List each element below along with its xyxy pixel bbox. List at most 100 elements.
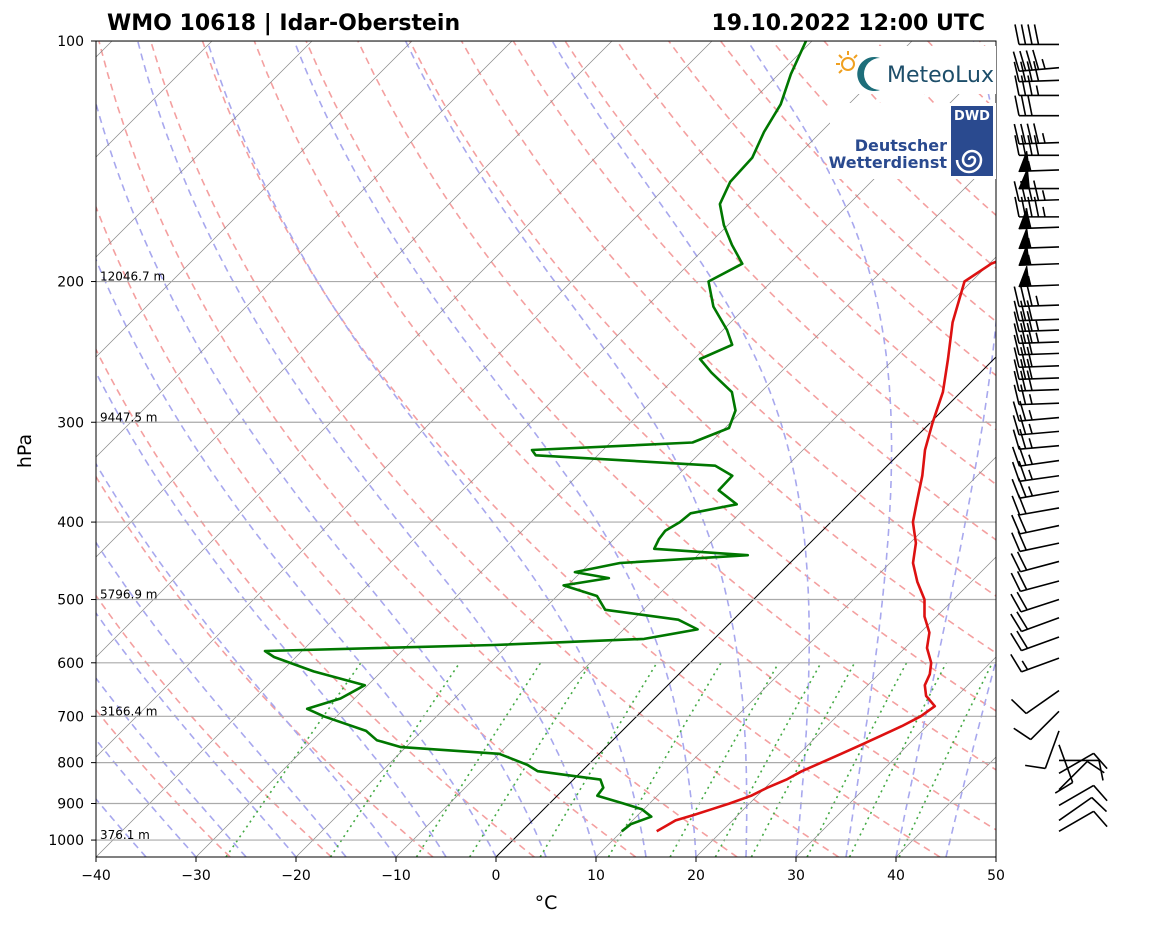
- barb-half-feather: [1035, 85, 1040, 96]
- barb-half-feather: [1041, 190, 1046, 201]
- barb-shaft: [1018, 198, 1060, 202]
- barb-shaft: [1019, 66, 1060, 72]
- barb-half-feather: [1041, 58, 1046, 70]
- height-label: 376.1 m: [100, 828, 150, 842]
- barb-shaft: [1058, 760, 1088, 791]
- barb-shaft: [1019, 507, 1060, 516]
- mixing-ratio-line: [607, 662, 722, 857]
- barb-shaft: [1021, 617, 1060, 633]
- wind-barb: [1013, 358, 1060, 381]
- dewpoint-line: [263, 41, 808, 833]
- barb-feather: [1012, 429, 1020, 450]
- barb-feather: [1033, 135, 1040, 156]
- moist-adiabat: [96, 611, 297, 857]
- isotherm: [96, 41, 413, 358]
- barb-feather: [1016, 551, 1028, 571]
- barb-feather: [1020, 334, 1027, 355]
- barb-shaft: [1018, 141, 1060, 145]
- wind-barb: [1013, 300, 1060, 322]
- barb-feather: [1033, 61, 1040, 82]
- moist-adiabat: [96, 370, 447, 857]
- barb-feather: [1014, 95, 1020, 116]
- moist-adiabat: [293, 41, 697, 857]
- barb-feather: [1020, 346, 1027, 368]
- dry-adiabat: [616, 41, 996, 431]
- barb-shaft: [1058, 744, 1074, 783]
- barb-feather: [1010, 613, 1023, 632]
- wind-barb: [1013, 285, 1060, 308]
- barb-feather: [1020, 323, 1027, 344]
- dwd-spiral-icon: [955, 149, 983, 174]
- barb-feather: [1010, 593, 1022, 613]
- sounding-series: [263, 41, 996, 833]
- mixing-ratio-line: [848, 662, 947, 857]
- barb-feather: [1020, 384, 1027, 405]
- barb-feather: [1016, 630, 1029, 649]
- mixing-ratio-line: [806, 662, 908, 857]
- moist-adiabat: [206, 41, 647, 857]
- barb-shaft: [1020, 580, 1060, 593]
- barb-shaft: [1018, 329, 1060, 333]
- barb-feather: [1013, 123, 1020, 145]
- barb-half-feather: [1021, 660, 1029, 671]
- barb-shaft: [1019, 490, 1060, 499]
- wind-barb: [1012, 400, 1060, 422]
- wind-barb: [1058, 760, 1105, 791]
- wind-barb: [1058, 810, 1108, 832]
- barb-feather: [1091, 796, 1108, 813]
- isotherm: [96, 41, 313, 258]
- barb-shaft: [1044, 730, 1060, 769]
- barb-shaft: [1058, 796, 1093, 822]
- barb-feather: [1033, 196, 1040, 218]
- wind-barb: [1014, 95, 1059, 117]
- barb-feather: [1017, 477, 1027, 498]
- barb-feather: [1014, 24, 1020, 45]
- barb-feather: [1026, 346, 1033, 367]
- y-tick-label: 100: [57, 34, 84, 50]
- barb-feather: [1013, 347, 1020, 368]
- barb-feather: [1027, 135, 1033, 156]
- barb-feather: [1032, 49, 1040, 70]
- isotherm: [96, 41, 713, 658]
- barb-feather: [1020, 180, 1027, 202]
- dry-adiabat: [357, 41, 996, 712]
- barb-shaft: [1019, 430, 1060, 436]
- barb-feather: [1020, 370, 1027, 391]
- dry-adiabat: [1083, 41, 1160, 857]
- x-axis: −40 −30 −20 −10 0 10 20 30 40 50: [81, 857, 1005, 884]
- barb-half-feather: [1042, 206, 1046, 218]
- dry-adiabat: [149, 41, 840, 857]
- barb-feather: [1093, 810, 1108, 828]
- barb-feather: [1012, 401, 1020, 422]
- barb-feather: [1026, 322, 1033, 344]
- height-label: 12046.7 m: [100, 270, 165, 284]
- barb-feather: [1013, 286, 1020, 307]
- dry-adiabat: [96, 204, 637, 857]
- barb-shaft: [1020, 560, 1060, 573]
- barb-shaft: [1030, 710, 1060, 741]
- barb-shaft: [1018, 341, 1060, 345]
- barb-feather: [1013, 727, 1032, 741]
- mixing-ratio-line: [329, 662, 461, 857]
- barb-shaft: [1018, 377, 1060, 381]
- barb-feather: [1012, 415, 1020, 436]
- wind-barb: [1014, 75, 1059, 97]
- isotherm: [96, 41, 613, 558]
- barb-half-feather: [1035, 295, 1040, 306]
- moist-adiabat: [96, 676, 247, 857]
- wind-barb: [1010, 571, 1060, 593]
- barb-shaft: [1019, 416, 1060, 422]
- barb-feather: [1027, 24, 1033, 45]
- barb-half-feather: [1028, 438, 1033, 449]
- y-axis: 100 200 300 400 500 600 700 800 900 1000: [48, 34, 96, 849]
- mixing-ratio-line: [539, 662, 658, 857]
- wind-barb: [1025, 730, 1060, 770]
- zero-isotherm: [495, 356, 996, 857]
- barb-feather: [1033, 180, 1040, 201]
- barb-pennant: [1018, 265, 1030, 287]
- dry-adiabat: [1031, 41, 1160, 857]
- barb-shaft: [1021, 636, 1060, 652]
- barb-feather: [1020, 95, 1027, 116]
- barb-feather: [1010, 653, 1023, 673]
- wind-barb: [1058, 784, 1108, 807]
